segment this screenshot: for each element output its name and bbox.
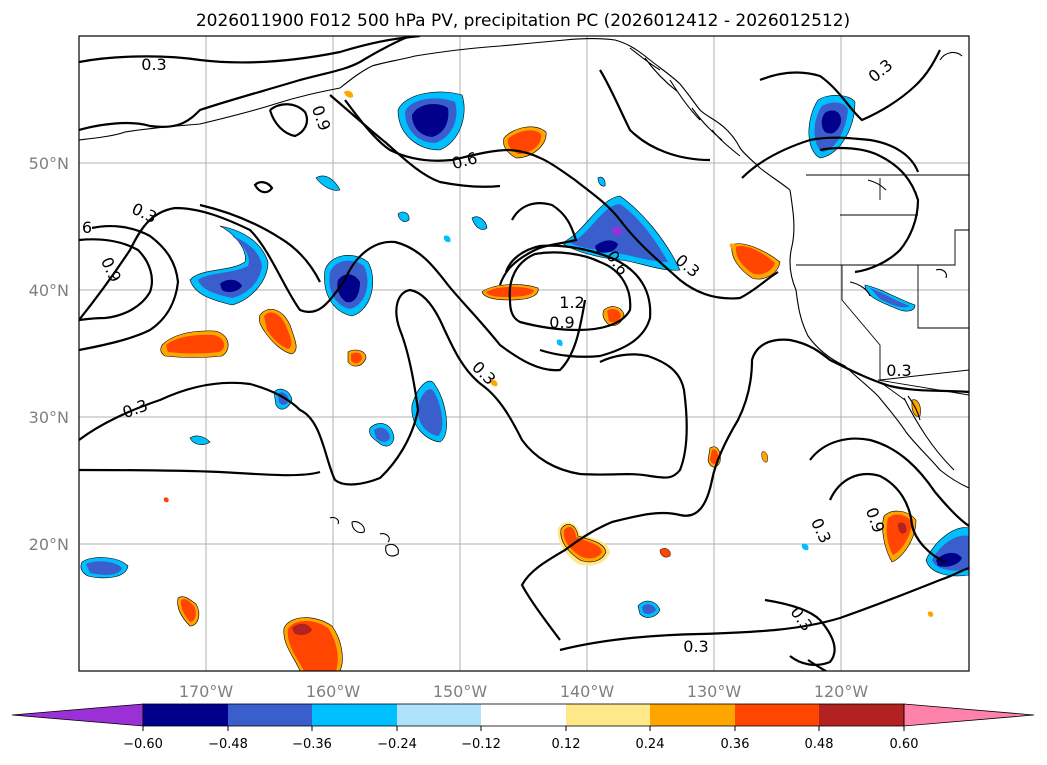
colorbar-extend-high — [903, 703, 1035, 727]
precip-patch — [258, 308, 297, 355]
precip-patch — [160, 330, 229, 358]
contour-label: 0.3 — [683, 637, 708, 656]
precip-patch — [397, 91, 465, 151]
precip-patch — [557, 522, 610, 566]
precip-patch — [808, 95, 856, 159]
latitude-labels: 50°N 40°N 30°N 20°N — [29, 154, 69, 554]
precip-patch — [637, 600, 661, 618]
map-panel: 0.3 0.9 0.6 0.3 6 0.9 0.6 0.3 1.2 0.9 0.… — [78, 35, 970, 672]
colorbar-segment — [143, 704, 228, 726]
lon-label: 120°W — [814, 682, 869, 701]
precip-patch — [189, 175, 809, 551]
colorbar-tick-label: −0.48 — [208, 737, 248, 752]
lon-label: 140°W — [560, 682, 615, 701]
pv-contours — [79, 36, 969, 671]
colorbar-extend-low — [11, 703, 144, 727]
coastlines — [79, 37, 969, 557]
colorbar-tick-label: −0.36 — [292, 737, 332, 752]
colorbar-tick-label: −0.12 — [461, 737, 501, 752]
lon-label: 160°W — [306, 682, 361, 701]
precip-patch — [177, 596, 200, 627]
contour-label: 0.3 — [886, 361, 911, 380]
precip-positive-patches — [160, 90, 934, 671]
precip-patch — [411, 380, 447, 443]
lon-label: 150°W — [433, 682, 488, 701]
colorbar-segment — [566, 704, 650, 726]
precip-patch — [80, 557, 129, 579]
lat-label: 20°N — [29, 535, 69, 554]
colorbar-tick-label: 0.12 — [552, 737, 581, 752]
precip-patch — [882, 510, 917, 563]
lon-label: 170°W — [179, 682, 234, 701]
colorbar-tick-label: 0.24 — [636, 737, 665, 752]
colorbar-tick-label: −0.60 — [123, 737, 163, 752]
colorbar-segment — [312, 704, 397, 726]
colorbar-segment — [735, 704, 819, 726]
colorbar: −0.60 −0.48 −0.36 −0.24 −0.12 0.12 0.24 … — [11, 703, 1035, 752]
contour-label: 1.2 — [559, 293, 584, 312]
colorbar-tick-label: 0.36 — [721, 737, 750, 752]
colorbar-ticks — [142, 726, 905, 731]
precip-patch — [731, 243, 781, 280]
colorbar-frame — [142, 703, 905, 727]
colorbar-tick-label: 0.48 — [805, 737, 834, 752]
precip-patch — [925, 527, 969, 577]
colorbar-tick-label: −0.24 — [377, 737, 417, 752]
lat-label: 40°N — [29, 281, 69, 300]
lat-label: 30°N — [29, 408, 69, 427]
precip-patch — [163, 90, 934, 617]
map-frame — [78, 35, 970, 672]
precip-patch — [864, 284, 916, 312]
precip-patch — [283, 617, 343, 671]
contour-label: 6 — [82, 218, 92, 237]
contour-label: 0.9 — [549, 313, 574, 332]
lat-label: 50°N — [29, 154, 69, 173]
precip-patch — [369, 423, 395, 447]
precip-patch — [189, 225, 269, 306]
colorbar-tick-label: 0.60 — [890, 737, 919, 752]
precip-patch — [324, 255, 374, 317]
colorbar-segment — [481, 704, 566, 726]
colorbar-segment — [819, 704, 904, 726]
contour-label: 0.3 — [141, 55, 166, 74]
colorbar-segment — [650, 704, 735, 726]
longitude-labels: 170°W 160°W 150°W 140°W 130°W 120°W — [179, 682, 869, 701]
lon-label: 130°W — [687, 682, 742, 701]
colorbar-segment — [228, 704, 312, 726]
map-title: 2026011900 F012 500 hPa PV, precipitatio… — [196, 11, 850, 31]
colorbar-segment — [397, 704, 481, 726]
